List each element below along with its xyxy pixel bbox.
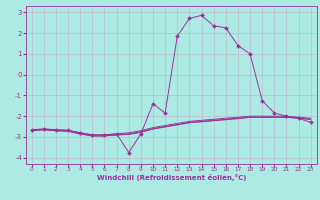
X-axis label: Windchill (Refroidissement éolien,°C): Windchill (Refroidissement éolien,°C) — [97, 174, 246, 181]
